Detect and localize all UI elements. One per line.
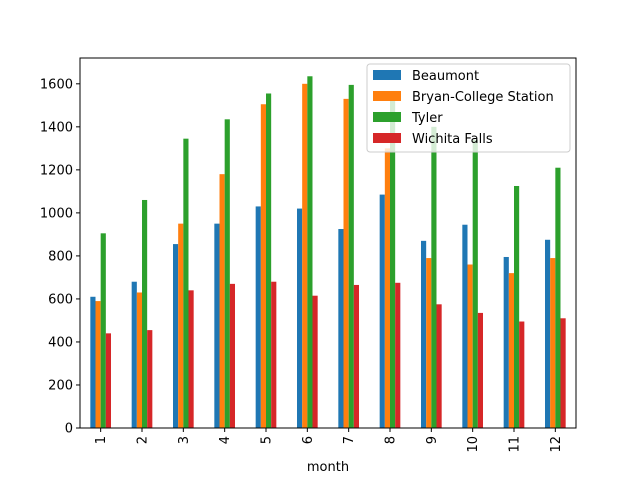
bar [545,239,551,428]
bar [519,321,525,428]
bar [312,295,318,428]
y-tick-label: 200 [48,378,73,393]
bar [508,273,514,428]
bar [353,284,359,428]
bar [384,148,390,428]
bar [147,330,153,428]
bar [136,292,142,428]
x-tick-label: 6 [301,436,316,444]
bar [255,206,261,428]
bar [297,208,303,428]
legend-swatch [373,133,401,143]
y-tick-label: 1200 [40,163,73,178]
legend: Beaumont Bryan-College Station Tyler Wichit… [366,63,571,153]
bar [266,93,272,429]
bar [477,312,483,428]
x-tick-label: 12 [549,436,564,453]
bar [550,258,556,428]
legend-label: Tyler [411,111,443,126]
bar [260,104,266,428]
bar [395,282,401,428]
bar [302,83,308,428]
x-tick-label: 9 [425,436,440,444]
legend-swatch [373,112,401,122]
x-tick-label: 11 [508,436,523,453]
bar [503,256,509,428]
legend-swatch [373,70,401,80]
x-tick-label: 4 [218,436,233,444]
bar [183,138,189,429]
legend-label: Beaumont [412,69,479,84]
legend-label: Bryan-College Station [412,90,554,105]
bar [379,194,385,428]
bar [472,139,478,429]
legend-frame [366,63,571,153]
bars-group [90,76,566,429]
bar [555,167,561,428]
x-tick-label: 1 [94,436,109,444]
bar [462,224,468,428]
bar [436,304,442,428]
bar [219,174,225,428]
bar [142,199,148,428]
bar [348,84,354,428]
y-tick-label: 1400 [40,120,73,135]
y-tick-label: 800 [48,249,73,264]
bar [224,119,230,428]
bar [100,233,106,428]
x-tick-label: 5 [260,436,275,444]
bar [343,98,349,429]
bar [514,185,520,428]
bar [338,229,344,428]
legend-label: Wichita Falls [412,132,493,147]
bar [95,301,101,428]
y-tick-label: 1000 [40,206,73,221]
bar [214,223,220,428]
bar [131,281,137,428]
legend-swatch [373,91,401,101]
x-axis-ticks: 1 2 3 4 5 6 7 8 9 10 11 12 [94,428,564,453]
y-axis-ticks: 0 200 400 600 800 1000 1200 1400 1600 [40,77,80,437]
bar [105,333,111,428]
y-tick-label: 1600 [40,77,73,92]
y-tick-label: 0 [65,422,73,437]
bar [426,258,432,428]
x-tick-label: 3 [177,436,192,444]
bar [431,126,437,428]
bar [178,223,184,428]
bar [188,290,194,428]
plot-frame [79,57,577,429]
bar [467,264,473,428]
bar [560,318,566,428]
x-tick-label: 7 [342,436,357,444]
y-tick-label: 600 [48,292,73,307]
x-tick-label: 2 [136,436,151,444]
x-axis-label: month [307,460,349,475]
bar [421,240,427,428]
bar [173,244,179,428]
bar [307,76,313,428]
x-tick-label: 10 [466,436,481,453]
bar [271,281,277,428]
bar [229,283,235,428]
bar [390,101,396,429]
x-tick-label: 8 [384,436,399,444]
y-tick-label: 400 [48,335,73,350]
bar [90,296,96,428]
